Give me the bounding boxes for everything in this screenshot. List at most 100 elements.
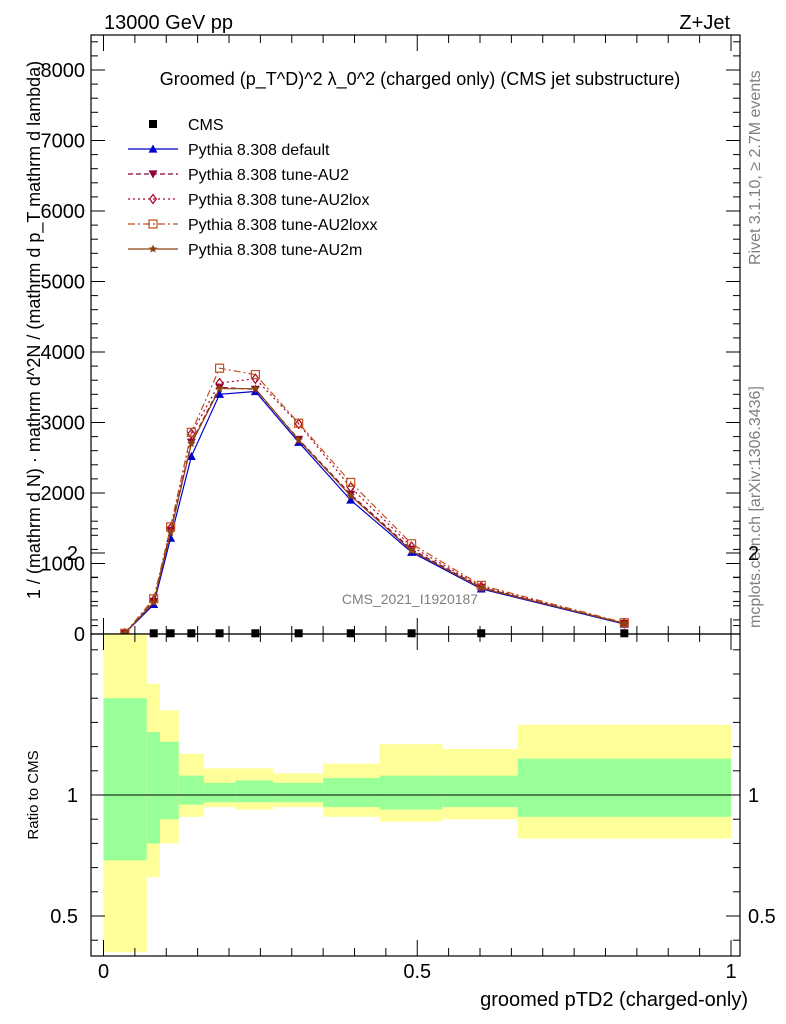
legend-label: Pythia 8.308 tune-AU2loxx: [188, 217, 377, 234]
ratio-y-axis: 0.5 0.5 1 1 2 2: [50, 528, 776, 941]
x-tick-label: 1: [725, 961, 736, 983]
data-point: [620, 618, 629, 628]
series-line: [124, 367, 625, 634]
rivet-label: Rivet 3.1.10, ≥ 2.7M events: [747, 70, 764, 265]
data-point: [407, 629, 416, 638]
data-point: [251, 384, 260, 393]
legend-marker: [149, 120, 157, 128]
data-point: [187, 439, 196, 448]
data-point: [186, 451, 196, 460]
y-tick-label: 1: [748, 785, 759, 807]
mcplots-label: mcplots.cern.ch [arXiv:1306.3436]: [747, 386, 764, 628]
ratio-x-axis: 0 0.5 1: [98, 634, 737, 983]
y-tick-label: 2: [748, 543, 759, 565]
main-x-axis: [103, 35, 732, 634]
watermark: CMS_2021_I1920187: [342, 591, 478, 607]
data-point: [294, 435, 303, 444]
data-point: [187, 428, 196, 440]
data-point: [407, 546, 416, 555]
ratio-band-inner: [517, 758, 731, 817]
ratio-band-inner: [178, 775, 204, 805]
y-tick-label: 0.5: [50, 906, 78, 928]
data-point: [476, 583, 486, 592]
header-right: Z+Jet: [679, 12, 730, 34]
legend-label: Pythia 8.308 tune-AU2: [188, 167, 349, 184]
legend-marker: [148, 144, 158, 153]
y-tick-label: 0.5: [748, 906, 776, 928]
data-point: [620, 629, 629, 638]
ratio-band-inner: [103, 698, 147, 861]
data-point: [149, 629, 158, 638]
y-tick-label: 3000: [41, 413, 86, 435]
legend-entry: Pythia 8.308 tune-AU2: [128, 167, 349, 184]
ratio-band-inner: [235, 780, 273, 803]
data-point: [346, 477, 356, 488]
series-pythia-8-308-tune-au2m: [120, 384, 629, 637]
data-point: [294, 629, 303, 638]
ratio-band-inner: [272, 782, 324, 803]
legend-label: Pythia 8.308 tune-AU2m: [188, 242, 362, 259]
x-axis-label: groomed pTD2 (charged-only): [480, 989, 748, 1011]
ratio-band-inner: [203, 782, 236, 803]
main-ylabel: 1 / (mathrm d N) · mathrm d^2N / (mathrm…: [24, 61, 45, 599]
ratio-band-inner: [323, 778, 380, 808]
data-point: [186, 427, 196, 437]
data-point: [251, 629, 260, 638]
y-tick-label: 1: [67, 785, 78, 807]
data-point: [215, 384, 224, 393]
legend-entry: Pythia 8.308 tune-AU2loxx: [128, 217, 377, 234]
y-tick-label: 4000: [41, 342, 86, 364]
legend-marker: [148, 244, 158, 253]
data-point: [166, 527, 175, 537]
data-point: [149, 594, 158, 606]
y-tick-label: 5000: [41, 272, 86, 294]
x-tick-label: 0: [98, 961, 109, 983]
y-tick-label: 1000: [41, 554, 86, 576]
legend-entry: Pythia 8.308 default: [128, 142, 330, 159]
data-point: [346, 491, 356, 500]
data-point: [294, 418, 303, 430]
data-point: [250, 369, 260, 380]
series-line: [124, 378, 625, 634]
legend: CMS Pythia 8.308 default Pythia 8.308 tune…: [128, 117, 377, 259]
data-point: [215, 629, 224, 638]
data-point: [166, 629, 175, 638]
data-point: [346, 629, 355, 638]
header-left: 13000 GeV pp: [104, 12, 233, 34]
data-point: [214, 363, 225, 373]
data-point: [477, 629, 486, 638]
y-tick-label: 8000: [41, 60, 86, 82]
ratio-band-inner: [379, 775, 443, 810]
data-point: [477, 581, 486, 593]
ratio-band-inner: [442, 775, 518, 808]
y-tick-label: 7000: [41, 131, 86, 153]
ratio-band-inner: [146, 732, 160, 844]
legend-entry: CMS: [149, 117, 224, 134]
ratio-band-inner: [159, 741, 179, 820]
data-point: [294, 418, 304, 428]
legend-marker: [148, 170, 158, 179]
legend-label: CMS: [188, 117, 224, 134]
ratio-bands: [103, 634, 731, 953]
legend-label: Pythia 8.308 default: [188, 142, 330, 159]
y-tick-label: 0: [74, 624, 85, 646]
legend-marker: [148, 219, 158, 229]
legend-entry: Pythia 8.308 tune-AU2lox: [128, 192, 369, 209]
y-tick-label: 2: [67, 543, 78, 565]
y-tick-label: 6000: [41, 201, 86, 223]
main-title: Groomed (p_T^D)^2 λ_0^2 (charged only) (…: [160, 69, 681, 90]
legend-entry: Pythia 8.308 tune-AU2m: [128, 242, 362, 259]
legend-label: Pythia 8.308 tune-AU2lox: [188, 192, 369, 209]
y-tick-label: 2000: [41, 483, 86, 505]
x-tick-label: 0.5: [403, 961, 431, 983]
main-y-axis: 0 1000 2000 3000 4000 5000 6000 7000 8000: [41, 41, 740, 646]
data-point: [215, 389, 225, 398]
data-point: [187, 629, 196, 638]
data-point: [149, 597, 158, 606]
legend-marker: [148, 193, 158, 205]
data-point: [346, 495, 356, 504]
ratio-ylabel: Ratio to CMS: [25, 750, 42, 839]
ratio-plot: 0.5 0.51 12 2 0 0.5 1 Ratio to CMS groomed pT…: [25, 528, 776, 1011]
series-pythia-8-308-tune-au2loxx: [120, 363, 629, 638]
